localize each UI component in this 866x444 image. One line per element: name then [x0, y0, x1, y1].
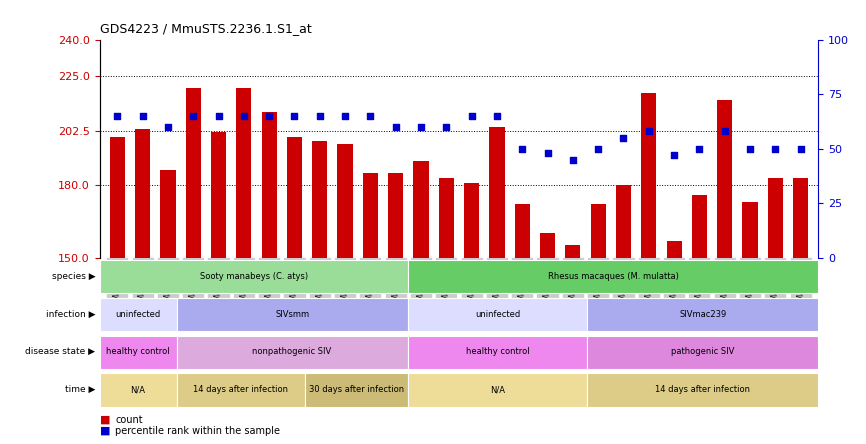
Bar	[408, 336, 587, 369]
Point	[288, 113, 301, 120]
Point	[439, 123, 453, 131]
Text: Sooty manabeys (C. atys): Sooty manabeys (C. atys)	[199, 272, 307, 281]
Bar	[100, 260, 408, 293]
Bar	[177, 298, 408, 331]
Bar	[742, 202, 758, 258]
Point	[566, 156, 580, 163]
Bar	[408, 298, 587, 331]
Point	[237, 113, 251, 120]
Text: Rhesus macaques (M. mulatta): Rhesus macaques (M. mulatta)	[547, 272, 678, 281]
Text: N/A: N/A	[131, 385, 145, 394]
Text: 30 days after infection: 30 days after infection	[309, 385, 404, 394]
Text: count: count	[115, 415, 143, 424]
Point	[110, 113, 124, 120]
Text: SIVmac239: SIVmac239	[679, 309, 727, 319]
Point	[186, 113, 200, 120]
Bar	[514, 204, 530, 258]
Text: nonpathogenic SIV: nonpathogenic SIV	[253, 347, 332, 357]
Point	[540, 150, 554, 157]
Text: GDS4223 / MmuSTS.2236.1.S1_at: GDS4223 / MmuSTS.2236.1.S1_at	[100, 23, 312, 36]
Bar	[540, 234, 555, 258]
Bar	[717, 100, 733, 258]
Bar	[616, 185, 631, 258]
Point	[211, 113, 225, 120]
Bar	[408, 373, 587, 407]
Point	[414, 123, 428, 131]
Bar	[793, 178, 808, 258]
Bar	[211, 132, 226, 258]
Bar	[413, 161, 429, 258]
Point	[768, 145, 782, 152]
Text: healthy control: healthy control	[466, 347, 529, 357]
Bar	[587, 298, 818, 331]
Point	[136, 113, 150, 120]
Text: healthy control: healthy control	[107, 347, 170, 357]
Bar	[262, 112, 277, 258]
Bar	[587, 336, 818, 369]
Bar	[464, 182, 479, 258]
Bar	[160, 170, 176, 258]
Text: infection ▶: infection ▶	[46, 309, 95, 319]
Point	[364, 113, 378, 120]
Bar	[177, 373, 305, 407]
Text: SIVsmm: SIVsmm	[275, 309, 309, 319]
Bar	[768, 178, 783, 258]
Text: 14 days after infection: 14 days after infection	[193, 385, 288, 394]
Point	[617, 135, 630, 142]
Point	[262, 113, 276, 120]
Point	[161, 123, 175, 131]
Point	[515, 145, 529, 152]
Point	[465, 113, 479, 120]
Text: uninfected: uninfected	[115, 309, 161, 319]
Bar	[587, 373, 818, 407]
Bar	[692, 194, 707, 258]
Text: uninfected: uninfected	[475, 309, 520, 319]
Point	[389, 123, 403, 131]
Bar	[388, 173, 404, 258]
Text: pathogenic SIV: pathogenic SIV	[671, 347, 734, 357]
Point	[642, 128, 656, 135]
Bar	[439, 178, 454, 258]
Bar	[135, 129, 150, 258]
Point	[313, 113, 326, 120]
Bar	[236, 88, 251, 258]
Bar	[177, 336, 408, 369]
Bar	[363, 173, 378, 258]
Point	[338, 113, 352, 120]
Text: time ▶: time ▶	[65, 385, 95, 394]
Bar	[565, 246, 580, 258]
Bar	[338, 144, 352, 258]
Bar	[312, 142, 327, 258]
Bar	[287, 137, 302, 258]
Bar	[100, 336, 177, 369]
Bar	[591, 204, 606, 258]
Point	[693, 145, 707, 152]
Bar	[667, 241, 682, 258]
Bar	[100, 298, 177, 331]
Text: ■: ■	[100, 426, 113, 436]
Point	[794, 145, 808, 152]
Bar	[100, 373, 177, 407]
Text: percentile rank within the sample: percentile rank within the sample	[115, 426, 281, 436]
Point	[667, 152, 681, 159]
Point	[743, 145, 757, 152]
Bar	[305, 373, 408, 407]
Text: 14 days after infection: 14 days after infection	[656, 385, 750, 394]
Bar	[641, 93, 656, 258]
Bar	[185, 88, 201, 258]
Bar	[408, 260, 818, 293]
Text: N/A: N/A	[490, 385, 505, 394]
Bar	[489, 127, 505, 258]
Text: disease state ▶: disease state ▶	[25, 347, 95, 357]
Text: ■: ■	[100, 415, 113, 424]
Point	[490, 113, 504, 120]
Bar	[110, 137, 125, 258]
Point	[591, 145, 605, 152]
Point	[718, 128, 732, 135]
Text: species ▶: species ▶	[52, 272, 95, 281]
